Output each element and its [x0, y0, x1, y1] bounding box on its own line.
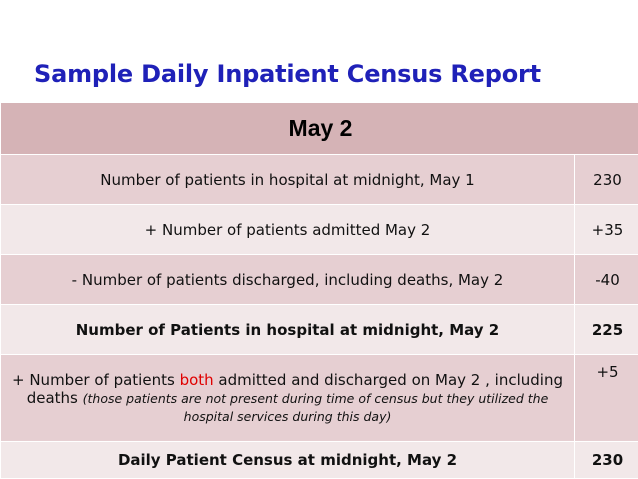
- row-label-highlight: both: [179, 371, 214, 389]
- row-label-daily-census: Daily Patient Census at midnight, May 2: [0, 441, 575, 479]
- table-row: Daily Patient Census at midnight, May 2 …: [0, 441, 638, 479]
- report-title: Sample Daily Inpatient Census Report: [34, 60, 541, 88]
- row-value-midnight-may2: 225: [574, 304, 638, 355]
- row-label-admitted: + Number of patients admitted May 2: [0, 204, 575, 255]
- table-row: Number of Patients in hospital at midnig…: [0, 304, 638, 355]
- row-label-both-admitted-discharged: + Number of patients both admitted and d…: [0, 354, 575, 442]
- table-row: Number of patients in hospital at midnig…: [0, 154, 638, 205]
- row-value-daily-census: 230: [574, 441, 638, 479]
- row-value-discharged: -40: [574, 254, 638, 305]
- table-row: + Number of patients both admitted and d…: [0, 354, 638, 442]
- table-header-date: May 2: [0, 102, 638, 155]
- row-value-both-admitted-discharged: +5: [574, 354, 638, 442]
- row-label-midnight-may2: Number of Patients in hospital at midnig…: [0, 304, 575, 355]
- row-label-discharged: - Number of patients discharged, includi…: [0, 254, 575, 305]
- row-label-midnight-may1: Number of patients in hospital at midnig…: [0, 154, 575, 205]
- row-label-part1: + Number of patients: [12, 371, 180, 389]
- census-table: May 2 Number of patients in hospital at …: [0, 102, 638, 479]
- row-value-admitted: +35: [574, 204, 638, 255]
- row-label-part2: admitted and discharged on May 2 , inclu…: [26, 371, 563, 407]
- row-value-midnight-may1: 230: [574, 154, 638, 205]
- table-header-row: May 2: [0, 102, 638, 155]
- table-row: + Number of patients admitted May 2 +35: [0, 204, 638, 255]
- table-row: - Number of patients discharged, includi…: [0, 254, 638, 305]
- row-label-note: (those patients are not present during t…: [82, 391, 549, 424]
